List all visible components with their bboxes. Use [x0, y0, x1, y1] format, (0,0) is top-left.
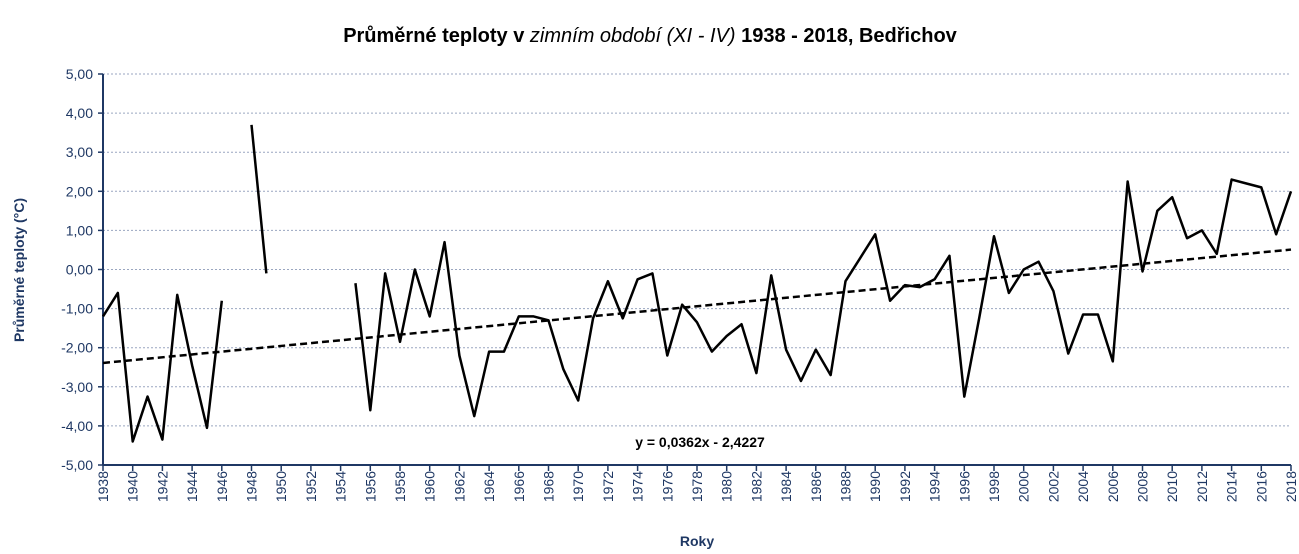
x-tick-label: 1976 — [659, 471, 675, 502]
x-tick-label: 1944 — [184, 471, 200, 502]
x-tick-label: 1948 — [244, 471, 260, 502]
x-tick-label: 1986 — [808, 471, 824, 502]
x-tick-label: 1998 — [986, 471, 1002, 502]
y-tick-label: 0,00 — [66, 262, 93, 278]
x-tick-label: 1984 — [778, 471, 794, 502]
x-tick-label: 1946 — [214, 471, 230, 502]
title-part: 1938 - 2018, Bedřichov — [741, 25, 958, 47]
x-tick-label: 2014 — [1224, 471, 1240, 502]
x-tick-label: 1952 — [303, 471, 319, 502]
x-tick-label: 2010 — [1164, 471, 1180, 502]
y-tick-label: 1,00 — [66, 222, 93, 238]
y-tick-label: 2,00 — [66, 183, 93, 199]
x-tick-label: 1954 — [333, 471, 349, 502]
trend-label: y = 0,0362x - 2,4227 — [635, 434, 765, 450]
y-tick-label: 5,00 — [66, 66, 93, 82]
x-tick-label: 1964 — [481, 471, 497, 502]
trend-line — [102, 248, 1292, 365]
x-tick-label: 1972 — [600, 471, 616, 502]
x-tick-label: 1968 — [541, 471, 557, 502]
x-tick-label: 2006 — [1105, 471, 1121, 502]
y-tick-label: -4,00 — [61, 418, 93, 434]
x-tick-label: 2008 — [1135, 471, 1151, 502]
x-tick-label: 1940 — [125, 471, 141, 502]
x-tick-label: 1982 — [748, 471, 764, 502]
x-tick-label: 2018 — [1283, 471, 1299, 502]
x-tick-label: 1956 — [362, 471, 378, 502]
x-tick-label: 1978 — [689, 471, 705, 502]
y-tick-label: -5,00 — [61, 457, 93, 473]
chart-title: Průměrné teploty v zimním období (XI - I… — [343, 25, 957, 47]
x-tick-label: 2004 — [1075, 471, 1091, 502]
x-tick-label: 1970 — [570, 471, 586, 502]
y-tick-label: 4,00 — [66, 105, 93, 121]
x-tick-label: 1974 — [630, 471, 646, 502]
x-tick-label: 2016 — [1253, 471, 1269, 502]
y-tick-label: 3,00 — [66, 144, 93, 160]
x-tick-label: 1980 — [719, 471, 735, 502]
x-tick-label: 1988 — [838, 471, 854, 502]
x-axis-label: Roky — [680, 533, 714, 549]
y-tick-label: -1,00 — [61, 301, 93, 317]
x-tick-label: 1942 — [154, 471, 170, 502]
x-tick-label: 1992 — [897, 471, 913, 502]
x-tick-label: 1990 — [867, 471, 883, 502]
title-part: zimním období (XI - IV) — [529, 25, 736, 47]
x-tick-label: 1950 — [273, 471, 289, 502]
x-tick-label: 1996 — [956, 471, 972, 502]
x-tick-label: 2012 — [1194, 471, 1210, 502]
y-tick-label: -2,00 — [61, 340, 93, 356]
x-tick-label: 2000 — [1016, 471, 1032, 502]
y-tick-label: -3,00 — [61, 379, 93, 395]
y-axis-label: Průměrné teploty (°C) — [11, 198, 27, 342]
x-tick-label: 1960 — [422, 471, 438, 502]
x-tick-label: 1994 — [927, 471, 943, 502]
title-part: Průměrné teploty v — [343, 25, 525, 47]
x-tick-label: 1962 — [451, 471, 467, 502]
data-line — [101, 124, 1293, 443]
x-tick-label: 2002 — [1045, 471, 1061, 502]
x-tick-label: 1938 — [95, 471, 111, 502]
x-tick-label: 1958 — [392, 471, 408, 502]
x-tick-label: 1966 — [511, 471, 527, 502]
